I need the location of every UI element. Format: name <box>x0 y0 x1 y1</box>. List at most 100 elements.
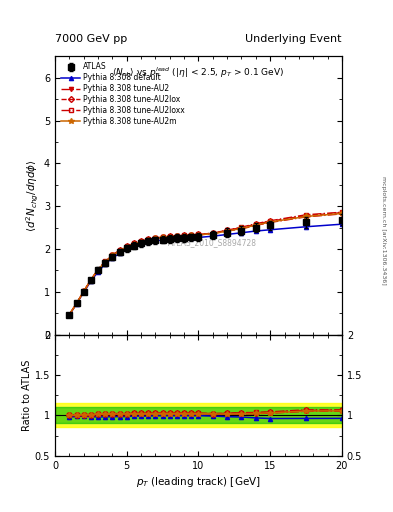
Pythia 8.308 default <box>160 237 165 243</box>
Pythia 8.308 tune-AU2loxx <box>117 247 122 253</box>
Pythia 8.308 tune-AU2m <box>81 288 86 294</box>
Pythia 8.308 tune-AU2 <box>182 232 187 239</box>
Pythia 8.308 tune-AU2lox <box>88 277 93 283</box>
Pythia 8.308 tune-AU2lox <box>146 236 151 242</box>
Line: Pythia 8.308 default: Pythia 8.308 default <box>67 222 344 317</box>
Pythia 8.308 default <box>189 235 194 241</box>
Pythia 8.308 tune-AU2loxx <box>160 234 165 240</box>
Pythia 8.308 tune-AU2m <box>239 225 244 231</box>
Pythia 8.308 tune-AU2 <box>153 235 158 241</box>
Pythia 8.308 default <box>81 289 86 295</box>
Pythia 8.308 tune-AU2m <box>110 252 115 259</box>
Pythia 8.308 tune-AU2loxx <box>167 233 172 239</box>
Pythia 8.308 tune-AU2m <box>125 244 129 250</box>
X-axis label: $p_T$ (leading track) [GeV]: $p_T$ (leading track) [GeV] <box>136 475 261 489</box>
Pythia 8.308 tune-AU2lox <box>239 225 244 231</box>
Pythia 8.308 default <box>196 234 201 241</box>
Pythia 8.308 tune-AU2 <box>211 230 215 237</box>
Pythia 8.308 tune-AU2lox <box>96 267 101 273</box>
Pythia 8.308 tune-AU2m <box>225 228 230 234</box>
Pythia 8.308 tune-AU2lox <box>253 221 258 227</box>
Pythia 8.308 tune-AU2lox <box>211 230 215 236</box>
Pythia 8.308 tune-AU2m <box>67 311 72 317</box>
Pythia 8.308 tune-AU2m <box>174 233 179 239</box>
Pythia 8.308 tune-AU2m <box>132 241 136 247</box>
Pythia 8.308 tune-AU2loxx <box>239 224 244 230</box>
Pythia 8.308 default <box>167 236 172 242</box>
Pythia 8.308 tune-AU2m <box>160 234 165 241</box>
Text: 7000 GeV pp: 7000 GeV pp <box>55 33 127 44</box>
Pythia 8.308 tune-AU2loxx <box>132 240 136 246</box>
Pythia 8.308 tune-AU2lox <box>225 227 230 233</box>
Pythia 8.308 tune-AU2 <box>117 248 122 254</box>
Pythia 8.308 default <box>103 261 108 267</box>
Pythia 8.308 tune-AU2m <box>340 210 344 217</box>
Pythia 8.308 tune-AU2m <box>268 219 273 225</box>
Pythia 8.308 tune-AU2 <box>189 232 194 239</box>
Pythia 8.308 tune-AU2loxx <box>253 221 258 227</box>
Pythia 8.308 tune-AU2m <box>117 248 122 254</box>
Pythia 8.308 tune-AU2m <box>88 277 93 283</box>
Pythia 8.308 tune-AU2loxx <box>139 238 143 244</box>
Line: Pythia 8.308 tune-AU2loxx: Pythia 8.308 tune-AU2loxx <box>67 210 344 316</box>
Pythia 8.308 tune-AU2loxx <box>225 227 230 233</box>
Pythia 8.308 tune-AU2 <box>132 241 136 247</box>
Line: Pythia 8.308 tune-AU2m: Pythia 8.308 tune-AU2m <box>66 211 345 317</box>
Pythia 8.308 tune-AU2 <box>174 233 179 239</box>
Pythia 8.308 tune-AU2loxx <box>81 288 86 294</box>
Pythia 8.308 tune-AU2m <box>304 214 309 220</box>
Text: Underlying Event: Underlying Event <box>245 33 342 44</box>
Pythia 8.308 tune-AU2lox <box>74 301 79 307</box>
Pythia 8.308 tune-AU2m <box>167 233 172 240</box>
Pythia 8.308 tune-AU2lox <box>340 209 344 216</box>
Pythia 8.308 tune-AU2lox <box>103 259 108 265</box>
Pythia 8.308 tune-AU2m <box>211 230 215 237</box>
Pythia 8.308 tune-AU2lox <box>153 235 158 241</box>
Pythia 8.308 default <box>110 255 115 261</box>
Pythia 8.308 tune-AU2 <box>81 288 86 294</box>
Pythia 8.308 tune-AU2m <box>103 259 108 265</box>
Pythia 8.308 tune-AU2 <box>139 239 143 245</box>
Pythia 8.308 default <box>67 312 72 318</box>
Pythia 8.308 tune-AU2m <box>153 235 158 241</box>
Pythia 8.308 tune-AU2 <box>304 214 309 220</box>
Pythia 8.308 default <box>117 250 122 257</box>
Pythia 8.308 tune-AU2lox <box>139 238 143 244</box>
Pythia 8.308 tune-AU2lox <box>167 233 172 239</box>
Pythia 8.308 tune-AU2 <box>167 233 172 240</box>
Pythia 8.308 default <box>268 227 273 233</box>
Pythia 8.308 tune-AU2m <box>253 222 258 228</box>
Pythia 8.308 tune-AU2lox <box>132 240 136 246</box>
Pythia 8.308 tune-AU2lox <box>174 232 179 239</box>
Pythia 8.308 tune-AU2 <box>196 232 201 238</box>
Pythia 8.308 tune-AU2loxx <box>153 235 158 241</box>
Pythia 8.308 tune-AU2 <box>103 259 108 265</box>
Pythia 8.308 tune-AU2loxx <box>174 232 179 239</box>
Pythia 8.308 tune-AU2loxx <box>88 277 93 283</box>
Pythia 8.308 tune-AU2loxx <box>146 236 151 242</box>
Pythia 8.308 tune-AU2lox <box>81 288 86 294</box>
Pythia 8.308 tune-AU2 <box>340 211 344 217</box>
Text: ATLAS_2010_S8894728: ATLAS_2010_S8894728 <box>168 238 257 247</box>
Pythia 8.308 tune-AU2 <box>125 244 129 250</box>
Pythia 8.308 tune-AU2loxx <box>189 232 194 238</box>
Pythia 8.308 tune-AU2lox <box>117 247 122 253</box>
Pythia 8.308 tune-AU2m <box>196 232 201 238</box>
Pythia 8.308 default <box>125 246 129 252</box>
Pythia 8.308 default <box>211 233 215 239</box>
Pythia 8.308 tune-AU2m <box>96 267 101 273</box>
Pythia 8.308 tune-AU2loxx <box>74 301 79 307</box>
Pythia 8.308 tune-AU2lox <box>160 234 165 240</box>
Pythia 8.308 tune-AU2m <box>189 232 194 239</box>
Pythia 8.308 tune-AU2loxx <box>304 211 309 218</box>
Pythia 8.308 default <box>74 301 79 307</box>
Pythia 8.308 default <box>153 238 158 244</box>
Pythia 8.308 tune-AU2 <box>67 311 72 317</box>
Pythia 8.308 tune-AU2lox <box>125 243 129 249</box>
Pythia 8.308 tune-AU2 <box>96 267 101 273</box>
Pythia 8.308 tune-AU2loxx <box>268 218 273 224</box>
Pythia 8.308 tune-AU2 <box>74 301 79 307</box>
Pythia 8.308 tune-AU2 <box>160 234 165 241</box>
Pythia 8.308 tune-AU2m <box>146 237 151 243</box>
Pythia 8.308 tune-AU2 <box>225 228 230 234</box>
